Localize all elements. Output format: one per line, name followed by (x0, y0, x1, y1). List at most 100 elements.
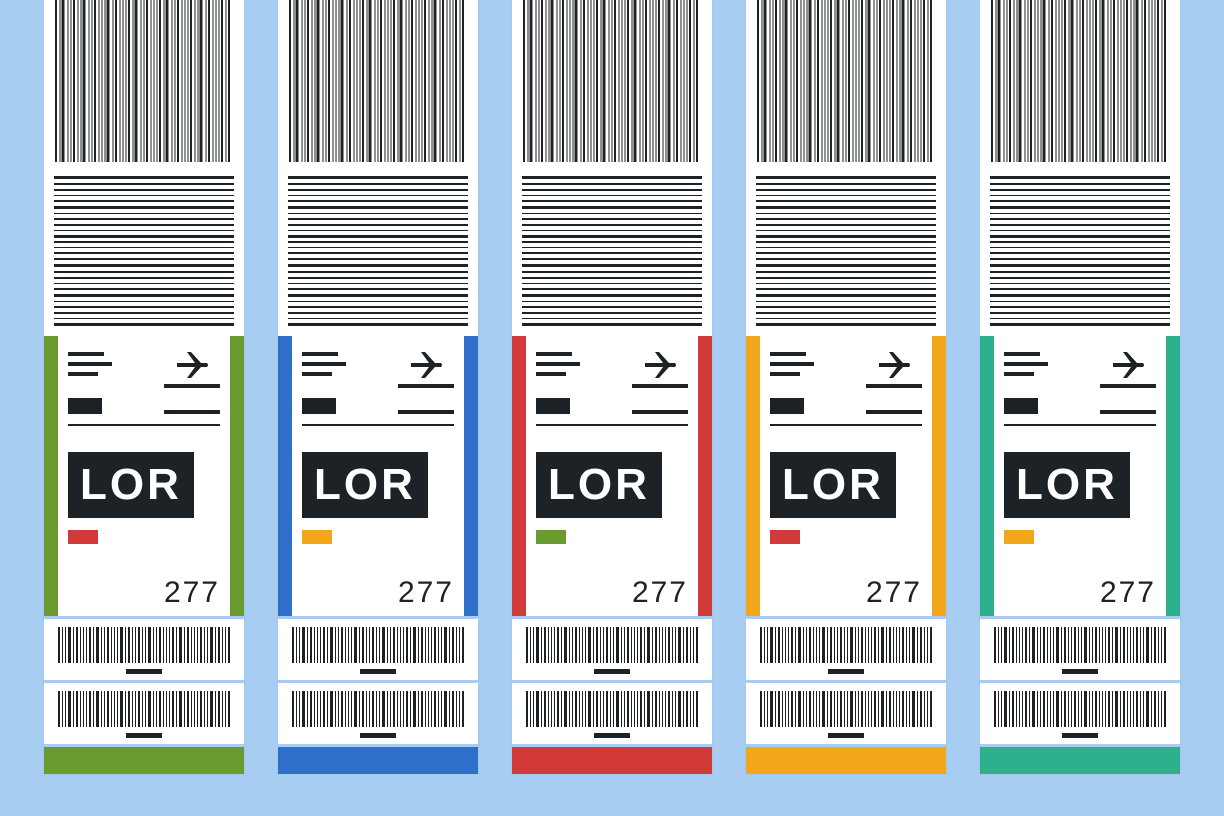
header-text-lines (770, 350, 814, 376)
field-line (632, 410, 688, 414)
field-block (1004, 398, 1038, 414)
barcode-stub (746, 680, 946, 744)
barcode-stub (44, 616, 244, 680)
field-block (770, 398, 804, 414)
barcode-stub (980, 616, 1180, 680)
color-swatch (1004, 530, 1034, 544)
field-block (302, 398, 336, 414)
airplane-icon (1111, 350, 1145, 380)
airport-code: LOR (536, 452, 662, 518)
footer-color-bar (278, 744, 478, 774)
field-line (398, 410, 454, 414)
label-panel: LOR 277 (746, 336, 946, 616)
tag-number: 277 (68, 576, 220, 610)
barcode-top (44, 0, 244, 170)
header-text-lines (68, 350, 112, 376)
color-stripe-left (980, 336, 994, 616)
divider (536, 424, 688, 426)
barcode-horizontal (54, 176, 234, 326)
stub-tab (594, 669, 630, 674)
barcode-top (980, 0, 1180, 170)
barcode-stub (512, 680, 712, 744)
luggage-tag: LOR 277 (278, 0, 478, 774)
color-stripe-left (746, 336, 760, 616)
barcode-top (746, 0, 946, 170)
barcode-stub (980, 680, 1180, 744)
label-panel: LOR 277 (980, 336, 1180, 616)
footer-color-bar (44, 744, 244, 774)
color-stripe-right (230, 336, 244, 616)
field-block (68, 398, 102, 414)
barcode-top (278, 0, 478, 170)
color-stripe-right (698, 336, 712, 616)
barcode-stub (278, 616, 478, 680)
field-line (866, 410, 922, 414)
airplane-icon (643, 350, 677, 380)
airport-code: LOR (68, 452, 194, 518)
field-block (536, 398, 570, 414)
barcode-horizontal (990, 176, 1170, 326)
header-text-lines (302, 350, 346, 376)
color-swatch (68, 530, 98, 544)
footer-color-bar (980, 744, 1180, 774)
plane-underline (866, 384, 922, 388)
color-stripe-left (512, 336, 526, 616)
label-panel: LOR 277 (512, 336, 712, 616)
color-stripe-left (278, 336, 292, 616)
stub-tab (1062, 669, 1098, 674)
footer-color-bar (746, 744, 946, 774)
divider (302, 424, 454, 426)
airport-code: LOR (302, 452, 428, 518)
luggage-tag: LOR 277 (44, 0, 244, 774)
stub-tab (126, 733, 162, 738)
barcode-horizontal (756, 176, 936, 326)
stub-tab (828, 669, 864, 674)
barcode-horizontal (288, 176, 468, 326)
airplane-icon (877, 350, 911, 380)
luggage-tag: LOR 277 (746, 0, 946, 774)
airplane-icon (175, 350, 209, 380)
divider (770, 424, 922, 426)
barcode-stub (746, 616, 946, 680)
airplane-icon (409, 350, 443, 380)
tag-number: 277 (536, 576, 688, 610)
color-stripe-right (932, 336, 946, 616)
barcode-horizontal (522, 176, 702, 326)
color-swatch (770, 530, 800, 544)
stub-tab (360, 669, 396, 674)
luggage-tag: LOR 277 (512, 0, 712, 774)
label-panel: LOR 277 (278, 336, 478, 616)
stub-tab (360, 733, 396, 738)
stub-tab (828, 733, 864, 738)
airport-code: LOR (770, 452, 896, 518)
luggage-tag: LOR 277 (980, 0, 1180, 774)
color-swatch (302, 530, 332, 544)
stub-tab (1062, 733, 1098, 738)
plane-underline (398, 384, 454, 388)
barcode-top (512, 0, 712, 170)
color-stripe-right (464, 336, 478, 616)
color-stripe-left (44, 336, 58, 616)
divider (68, 424, 220, 426)
divider (1004, 424, 1156, 426)
field-line (164, 410, 220, 414)
stub-tab (594, 733, 630, 738)
color-stripe-right (1166, 336, 1180, 616)
tag-number: 277 (1004, 576, 1156, 610)
barcode-stub (44, 680, 244, 744)
barcode-stub (278, 680, 478, 744)
airport-code: LOR (1004, 452, 1130, 518)
barcode-stub (512, 616, 712, 680)
header-text-lines (1004, 350, 1048, 376)
color-swatch (536, 530, 566, 544)
footer-color-bar (512, 744, 712, 774)
field-line (1100, 410, 1156, 414)
stub-tab (126, 669, 162, 674)
plane-underline (1100, 384, 1156, 388)
tag-number: 277 (770, 576, 922, 610)
plane-underline (632, 384, 688, 388)
plane-underline (164, 384, 220, 388)
header-text-lines (536, 350, 580, 376)
tag-number: 277 (302, 576, 454, 610)
label-panel: LOR 277 (44, 336, 244, 616)
